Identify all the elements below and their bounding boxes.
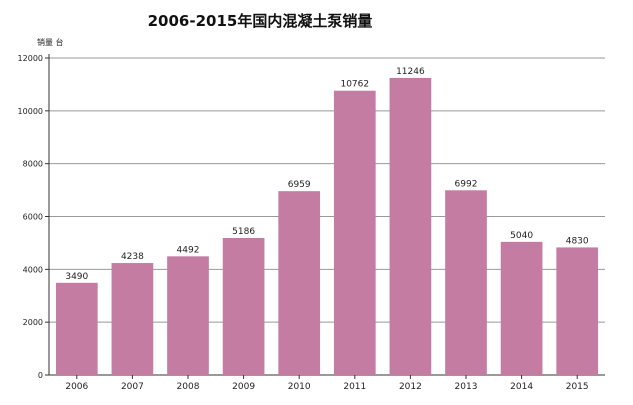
x-tick-label: 2011 bbox=[343, 382, 366, 392]
x-tick-label: 2009 bbox=[232, 382, 255, 392]
bar bbox=[556, 247, 599, 375]
y-tick-label: 12000 bbox=[18, 54, 43, 63]
bar bbox=[445, 190, 487, 375]
data-label: 4238 bbox=[121, 252, 144, 262]
x-tick-label: 2006 bbox=[65, 382, 88, 392]
bar bbox=[222, 238, 265, 375]
y-tick-label: 4000 bbox=[23, 265, 43, 274]
data-label: 4492 bbox=[177, 245, 200, 255]
y-tick-label: 0 bbox=[38, 371, 43, 380]
data-label: 5186 bbox=[232, 227, 255, 237]
y-tick-label: 6000 bbox=[23, 213, 43, 222]
x-tick-label: 2010 bbox=[288, 382, 311, 392]
bar bbox=[333, 90, 376, 376]
x-tick-label: 2012 bbox=[399, 382, 422, 392]
bar bbox=[55, 282, 98, 375]
x-tick-label: 2007 bbox=[121, 382, 144, 392]
data-label: 6959 bbox=[288, 180, 311, 190]
y-axis-label: 销量 台 bbox=[37, 38, 64, 47]
data-label: 10762 bbox=[340, 80, 369, 90]
chart-title: 2006-2015年国内混凝土泵销量 bbox=[147, 12, 373, 30]
bar bbox=[111, 263, 154, 375]
y-tick-label: 8000 bbox=[23, 160, 43, 169]
bar bbox=[500, 241, 543, 375]
x-tick-label: 2013 bbox=[455, 382, 478, 392]
x-tick-label: 2008 bbox=[177, 382, 200, 392]
y-tick-label: 2000 bbox=[23, 318, 43, 327]
x-tick-label: 2015 bbox=[566, 382, 589, 392]
x-tick-label: 2014 bbox=[510, 382, 533, 392]
y-tick-label: 10000 bbox=[18, 107, 43, 116]
data-label: 11246 bbox=[396, 67, 425, 77]
bar bbox=[389, 77, 432, 376]
bar bbox=[278, 191, 321, 375]
data-label: 3490 bbox=[65, 272, 88, 282]
data-label: 4830 bbox=[566, 236, 589, 246]
data-label: 6992 bbox=[455, 179, 478, 189]
bar bbox=[167, 256, 209, 375]
data-label: 5040 bbox=[510, 231, 533, 241]
